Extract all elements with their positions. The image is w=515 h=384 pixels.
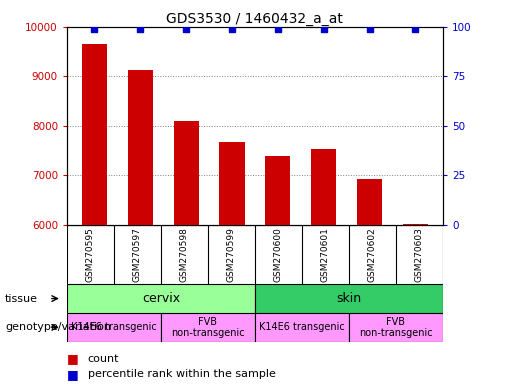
Bar xyxy=(82,44,107,225)
Text: count: count xyxy=(88,354,119,364)
Text: GSM270599: GSM270599 xyxy=(227,227,236,282)
Title: GDS3530 / 1460432_a_at: GDS3530 / 1460432_a_at xyxy=(166,12,344,26)
Text: FVB
non-transgenic: FVB non-transgenic xyxy=(359,316,433,338)
Bar xyxy=(255,284,443,313)
Bar xyxy=(128,70,153,225)
Text: FVB
non-transgenic: FVB non-transgenic xyxy=(171,316,245,338)
Text: ■: ■ xyxy=(67,353,79,366)
Text: K14E6 transgenic: K14E6 transgenic xyxy=(71,322,157,333)
Text: GSM270600: GSM270600 xyxy=(274,227,283,282)
Bar xyxy=(357,179,382,225)
Text: cervix: cervix xyxy=(142,292,180,305)
Bar xyxy=(403,223,428,225)
Bar xyxy=(311,149,336,225)
Text: GSM270595: GSM270595 xyxy=(86,227,95,282)
Bar xyxy=(219,142,245,225)
Bar xyxy=(67,284,255,313)
Text: percentile rank within the sample: percentile rank within the sample xyxy=(88,369,276,379)
Bar xyxy=(255,313,349,342)
Text: GSM270603: GSM270603 xyxy=(415,227,424,282)
Bar xyxy=(161,313,255,342)
Text: GSM270602: GSM270602 xyxy=(368,227,377,282)
Text: genotype/variation: genotype/variation xyxy=(5,322,111,333)
Bar xyxy=(349,313,443,342)
Text: skin: skin xyxy=(336,292,362,305)
Text: GSM270601: GSM270601 xyxy=(321,227,330,282)
Bar xyxy=(265,156,290,225)
Text: tissue: tissue xyxy=(5,293,38,304)
Text: K14E6 transgenic: K14E6 transgenic xyxy=(259,322,345,333)
Text: GSM270598: GSM270598 xyxy=(180,227,189,282)
Bar xyxy=(174,121,199,225)
Text: GSM270597: GSM270597 xyxy=(133,227,142,282)
Bar xyxy=(67,313,161,342)
Text: ■: ■ xyxy=(67,368,79,381)
